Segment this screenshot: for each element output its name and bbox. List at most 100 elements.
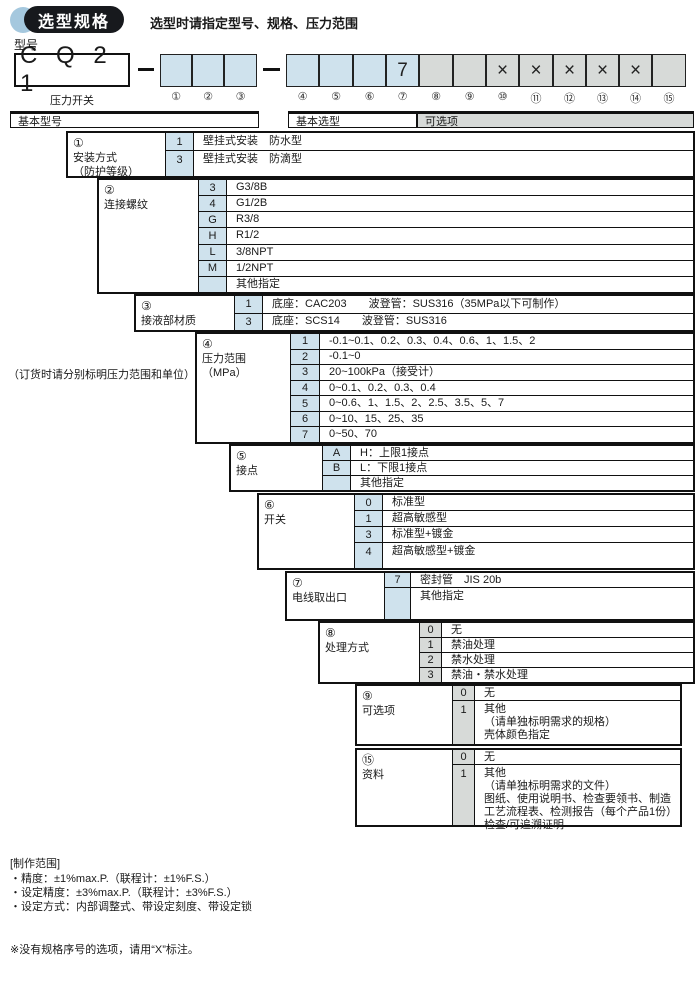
spec-row: 1 其他 （请单独标明需求的规格） 壳体颜色指定 <box>452 701 680 744</box>
code-cell: 7 <box>384 573 411 587</box>
desc-cell: 超高敏感型+镀金 <box>392 545 476 557</box>
desc-cell: 无 <box>451 623 462 636</box>
code-value: 0 <box>427 624 434 636</box>
desc-cell: 20~100kPa（接受计） <box>329 365 440 378</box>
model-code-slot-9 <box>453 54 486 87</box>
model-code-slot-5 <box>319 54 353 87</box>
bar-options: 可选项 <box>417 111 694 128</box>
section-rows: 0 无 1 其他 （请单独标明需求的文件） 图纸、使用说明书、检查要领书、制造工艺流程… <box>452 750 680 831</box>
code-value: 3 <box>301 366 309 379</box>
code-cell: 7 <box>290 427 320 443</box>
code-cell: 1 <box>452 765 475 825</box>
spec-row: 4 G1/2B <box>198 196 693 213</box>
code-cell: 3 <box>354 527 383 542</box>
code-value: 7 <box>394 574 401 586</box>
desc-cell: R1/2 <box>236 229 260 242</box>
model-code-slot-4 <box>286 54 319 87</box>
spec-row: 1 其他 （请单独标明需求的文件） 图纸、使用说明书、检查要领书、制造工艺流程表、… <box>452 765 680 831</box>
production-notes-title: [制作范围] <box>10 858 61 870</box>
section-label: ① 安装方式 （防护等级） <box>68 133 165 178</box>
code-value: L <box>209 246 216 259</box>
desc-cell: 无 <box>484 750 495 763</box>
slot-number-label: ⑭ <box>630 93 641 105</box>
code-value: 5 <box>301 397 309 410</box>
code-value: 3 <box>209 181 216 194</box>
section-number: ③ <box>141 299 152 313</box>
section-label-text: 资料 <box>362 769 384 781</box>
model-field-label: 型号 <box>14 38 39 52</box>
slot-number-label: ⑮ <box>663 93 675 105</box>
spec-row: L 3/8NPT <box>198 244 693 261</box>
spec-section-9: ⑨ 可选项 0 无 1 其他 （请单独标明需求的规格） 壳体颜色指定 <box>355 684 682 746</box>
code-value: 4 <box>209 197 216 210</box>
desc-cell: 禁油・禁水处理 <box>451 668 528 681</box>
section-rows: 1 底座：CAC203 波登管：SUS316（35MPa以下可制作） 3 底座：SCS… <box>234 296 693 330</box>
section-rows: 1 壁挂式安装 防水型 3 壁挂式安装 防滴型 <box>165 133 693 176</box>
section-number: ④ <box>202 337 213 351</box>
code-cell: 3 <box>165 151 194 176</box>
spec-row: 0 标准型 <box>354 495 693 511</box>
code-value: G <box>208 213 217 226</box>
code-cell <box>198 276 227 292</box>
code-value: 0 <box>460 751 467 763</box>
spec-section-1: ① 安装方式 （防护等级） 1 壁挂式安装 防水型 3 壁挂式安装 防滴型 <box>66 131 695 178</box>
code-cell: 3 <box>419 668 442 682</box>
model-code-slot-15 <box>652 54 686 87</box>
code-value: 1 <box>427 639 434 651</box>
slot-number-label: ⑦ <box>397 91 408 103</box>
desc-cell: 其他指定 <box>420 590 464 602</box>
model-code-slot-2 <box>192 54 224 87</box>
section-label: ⑥ 开关 <box>259 495 354 568</box>
section-label-text: 处理方式 <box>325 642 369 654</box>
code-value: 3 <box>245 315 252 328</box>
section-label: ⑤ 接点 <box>231 446 322 490</box>
section-label-text: 开关 <box>264 514 286 526</box>
code-value: 0 <box>460 687 467 699</box>
code-value: 4 <box>365 546 372 558</box>
desc-cell: R3/8 <box>236 213 260 226</box>
section-label-text: 接液部材质 <box>141 315 196 327</box>
model-code-slot-10: × <box>486 54 519 87</box>
spec-row: 1 -0.1~0.1、0.2、0.3、0.4、0.6、1、1.5、2 <box>290 334 693 350</box>
section-rows: 3 G3/8B 4 G1/2B G R3/8 H R1/2 L 3/8NPT M 1/2NPT 其他指定 <box>198 180 693 292</box>
production-note-line: ・设定精度：±3%max.P.（联程计：±3%F.S.） <box>10 887 238 899</box>
desc-cell: -0.1~0.1、0.2、0.3、0.4、0.6、1、1.5、2 <box>329 334 536 347</box>
desc-cell: 0~0.1、0.2、0.3、0.4 <box>329 381 436 394</box>
code-value: 3 <box>365 528 372 541</box>
model-base-code: C Q 2 1 <box>14 42 130 97</box>
code-cell: 1 <box>354 511 383 526</box>
desc-cell: 其他 （请单独标明需求的文件） 图纸、使用说明书、检查要领书、制造工艺流程表、检… <box>484 767 672 831</box>
spec-row: 其他指定 <box>322 476 693 490</box>
spec-row: M 1/2NPT <box>198 260 693 277</box>
model-code-slot-8 <box>419 54 453 87</box>
slot-number-label: ⑧ <box>431 91 441 103</box>
spec-section-2: ② 连接螺纹 3 G3/8B 4 G1/2B G R3/8 H R1/2 L 3/8NPT M 1/2NP… <box>97 178 695 294</box>
production-note-line: ・精度：±1%max.P.（联程计：±1%F.S.） <box>10 873 216 885</box>
section-label: ⑦ 电线取出口 <box>287 573 384 619</box>
code-cell: 4 <box>198 196 227 212</box>
desc-cell: 其他指定 <box>236 277 280 290</box>
section-label: ② 连接螺纹 <box>99 180 198 292</box>
ordering-note: （订货时请分别标明压力范围和单位） <box>8 369 195 381</box>
section-rows: A H：上限1接点 B L：下限1接点 其他指定 <box>322 446 693 490</box>
desc-cell: H：上限1接点 <box>360 446 430 459</box>
section-number: ① <box>73 136 84 150</box>
code-cell: 0 <box>419 623 442 637</box>
section-label-text: 压力范围（MPa） <box>202 353 247 379</box>
code-cell: 1 <box>165 133 194 150</box>
code-cell: 1 <box>234 296 263 313</box>
model-code-slot-6 <box>353 54 386 87</box>
spec-row: 4 超高敏感型+镀金 <box>354 543 693 568</box>
section-label-text: 可选项 <box>362 705 395 717</box>
section-rows: 7 密封管 JIS 20b 其他指定 <box>384 573 693 619</box>
section-rows: 0 标准型 1 超高敏感型 3 标准型+镀金 4 超高敏感型+镀金 <box>354 495 693 568</box>
desc-cell: G1/2B <box>236 197 268 210</box>
spec-row: H R1/2 <box>198 228 693 245</box>
model-base-caption: 压力开关 <box>50 95 94 107</box>
section-label: ⑧ 处理方式 <box>320 623 419 682</box>
spec-row: 3 标准型+镀金 <box>354 527 693 543</box>
spec-section-7: ⑦ 电线取出口 7 密封管 JIS 20b 其他指定 <box>285 571 695 621</box>
section-number: ⑤ <box>236 449 247 463</box>
section-label: ⑨ 可选项 <box>357 686 452 744</box>
